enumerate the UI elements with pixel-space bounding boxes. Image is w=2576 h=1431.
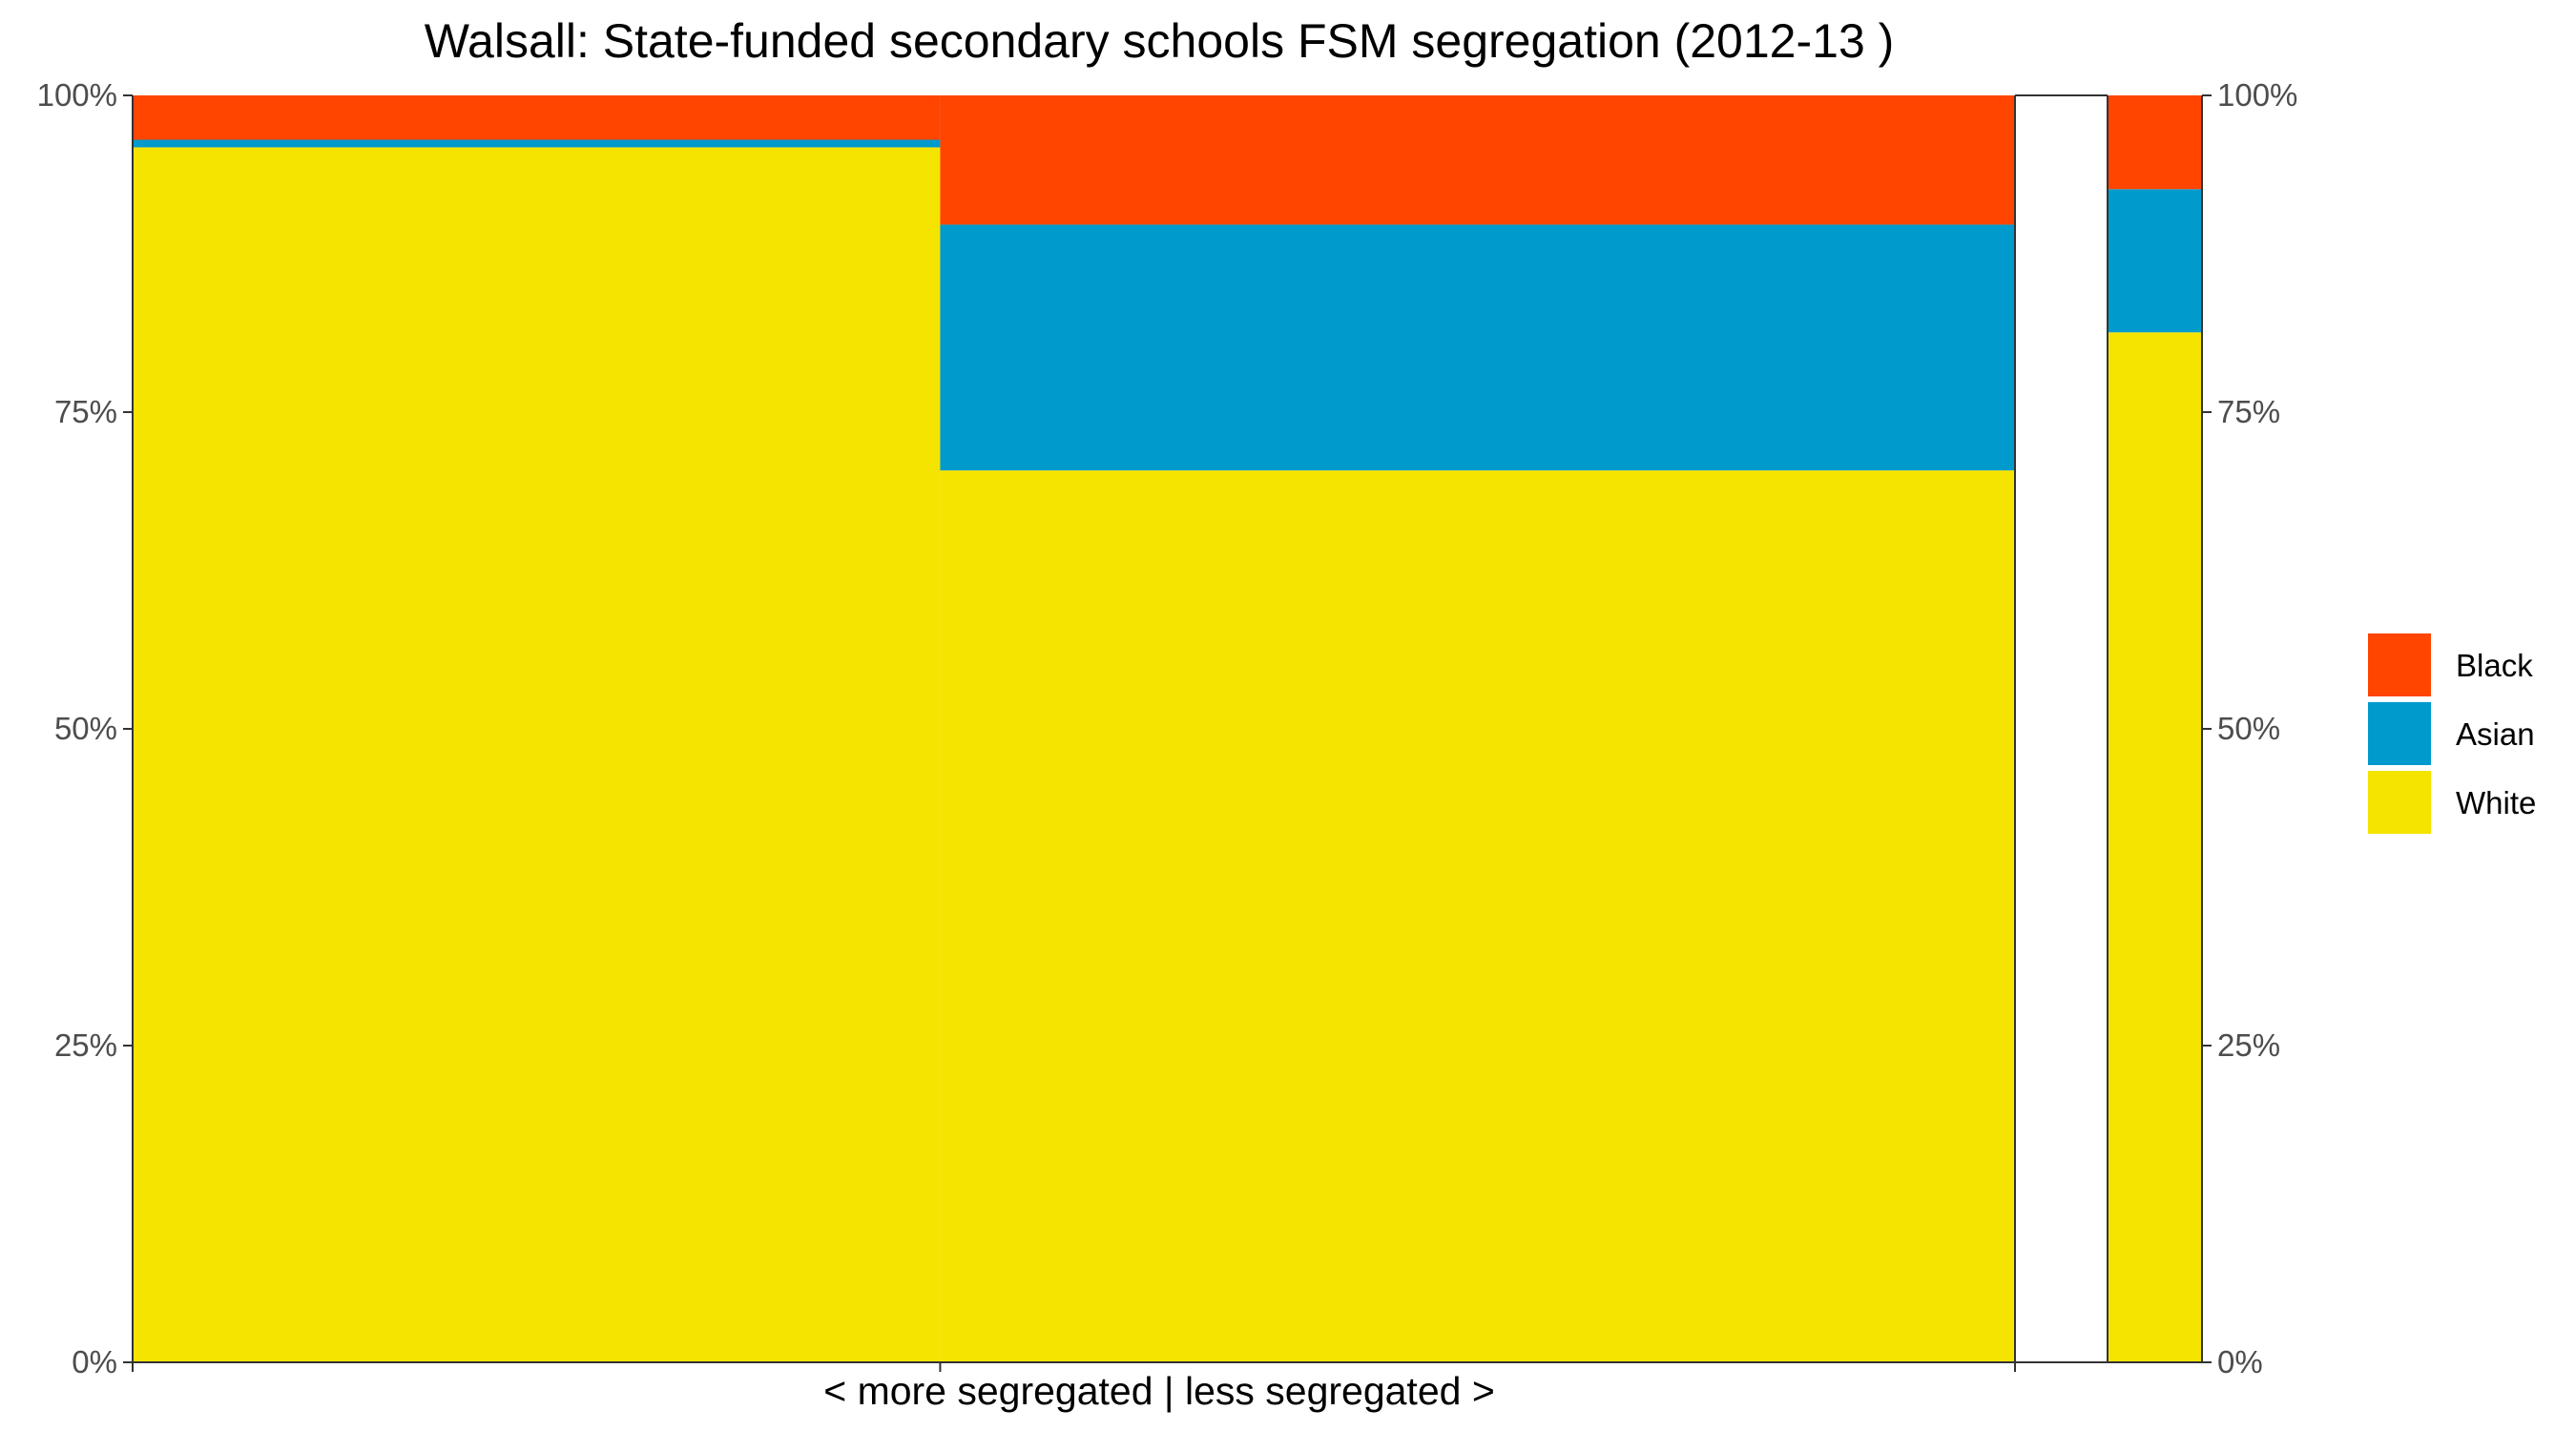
bars-layer (133, 95, 2202, 1363)
group-1-black-segment (133, 95, 941, 140)
x-axis (132, 1362, 2016, 1372)
right-y-tick-label: 75% (2217, 394, 2280, 429)
summary-bar-white-segment (2108, 332, 2202, 1363)
legend-key-white (2368, 771, 2431, 834)
left-y-tick-label: 75% (54, 394, 117, 429)
legend-label-asian: Asian (2456, 716, 2535, 752)
left-y-tick-label: 100% (37, 77, 117, 113)
legend-key-black (2368, 633, 2431, 696)
right-y-tick-label: 50% (2217, 711, 2280, 746)
summary-bar-black-segment (2108, 95, 2202, 190)
right-y-tick-label: 25% (2217, 1027, 2280, 1063)
group-1-white-segment (133, 147, 941, 1362)
right-y-tick-label: 0% (2217, 1344, 2263, 1379)
legend-label-black: Black (2456, 648, 2533, 683)
legend-label-white: White (2456, 785, 2536, 820)
group-1-asian-segment (133, 139, 941, 148)
legend-key-asian (2368, 702, 2431, 765)
chart-title: Walsall: State-funded secondary schools … (425, 14, 1895, 68)
group-2-black-segment (940, 95, 2015, 225)
x-axis-title: < more segregated | less segregated > (823, 1369, 1495, 1413)
left-y-tick-label: 0% (72, 1344, 117, 1379)
right-y-tick-label: 100% (2217, 77, 2297, 113)
left-y-axis: 0% 25% 50% 75% 100% (37, 77, 133, 1379)
left-y-tick-label: 25% (54, 1027, 117, 1063)
legend: Black Asian White (2368, 633, 2536, 834)
axes-layer (132, 94, 2203, 1363)
group-2-asian-segment (940, 224, 2015, 471)
left-y-tick-label: 50% (54, 711, 117, 746)
right-y-axis: 0% 25% 50% 75% 100% (2202, 77, 2297, 1379)
group-2-white-segment (940, 470, 2015, 1362)
summary-bar-asian-segment (2108, 189, 2202, 333)
